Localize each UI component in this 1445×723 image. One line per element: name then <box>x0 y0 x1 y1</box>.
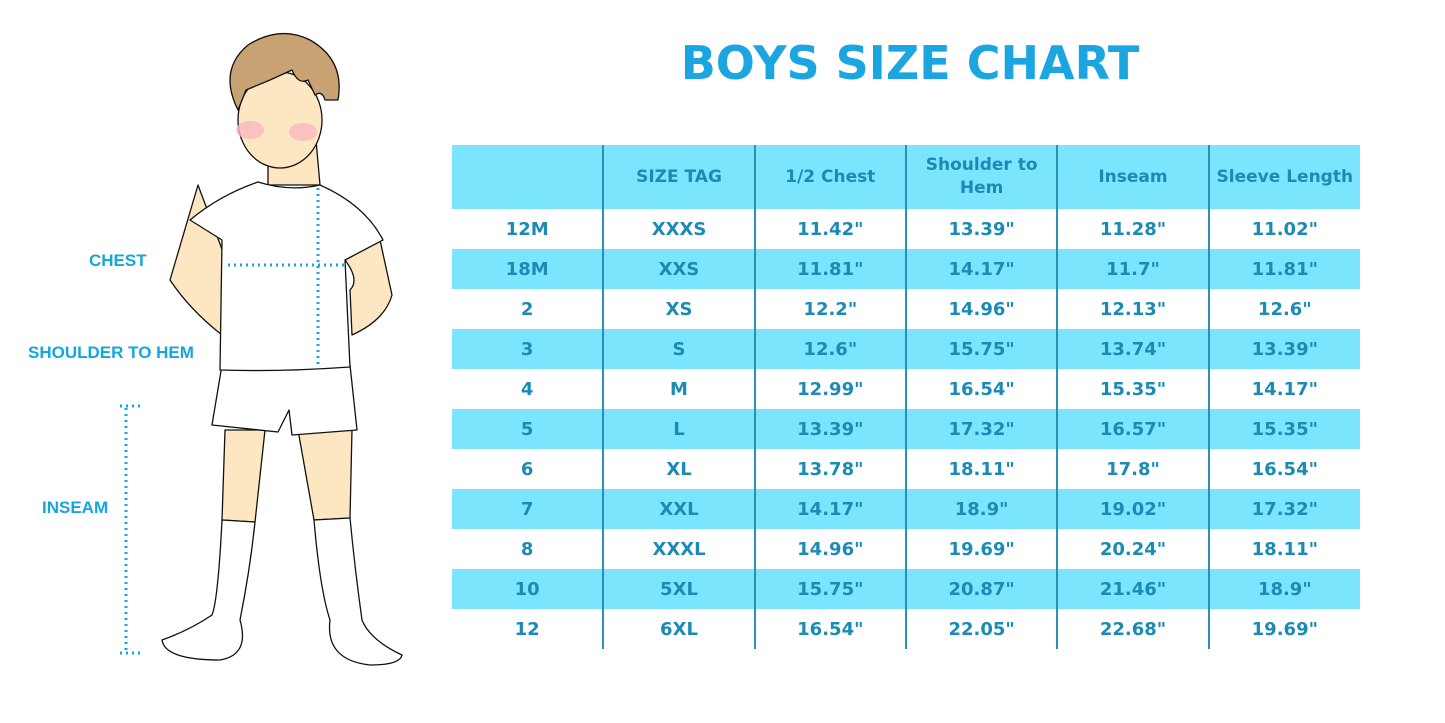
table-cell: 11.02" <box>1207 209 1360 249</box>
table-row: 3 S 12.6" 15.75" 13.74" 13.39" <box>452 329 1360 369</box>
table-cell: 11.42" <box>753 209 906 249</box>
table-cell: 15.35" <box>1056 369 1209 409</box>
table-cell: 11.81" <box>753 249 906 289</box>
table-cell: 12.99" <box>753 369 906 409</box>
table-cell: 16.54" <box>904 369 1058 409</box>
table-cell: 16.57" <box>1056 409 1209 449</box>
chest-label: CHEST <box>89 251 147 270</box>
table-cell: XXXS <box>602 209 755 249</box>
table-row: 18M XXS 11.81" 14.17" 11.7" 11.81" <box>452 249 1360 289</box>
column-header: Sleeve Length <box>1207 145 1360 209</box>
table-cell: XL <box>602 449 755 489</box>
table-cell: 20.87" <box>904 569 1058 609</box>
table-cell: 18M <box>452 249 604 289</box>
table-cell: 11.81" <box>1207 249 1360 289</box>
table-row: 7 XXL 14.17" 18.9" 19.02" 17.32" <box>452 489 1360 529</box>
table-cell: 14.96" <box>904 289 1058 329</box>
table-cell: 21.46" <box>1056 569 1209 609</box>
table-cell: 14.17" <box>753 489 906 529</box>
column-header: 1/2 Chest <box>753 145 906 209</box>
table-row: 10 5XL 15.75" 20.87" 21.46" 18.9" <box>452 569 1360 609</box>
column-header <box>452 145 604 209</box>
table-cell: 16.54" <box>753 609 906 649</box>
table-row: 2 XS 12.2" 14.96" 12.13" 12.6" <box>452 289 1360 329</box>
column-header: SIZE TAG <box>602 145 755 209</box>
table-cell: 14.17" <box>1207 369 1360 409</box>
size-chart-table: SIZE TAG 1/2 Chest Shoulder to Hem Inseam Sl… <box>452 145 1360 649</box>
table-row: 4 M 12.99" 16.54" 15.35" 14.17" <box>452 369 1360 409</box>
table-cell: 6XL <box>602 609 755 649</box>
table-cell: 8 <box>520 538 534 560</box>
table-row: 12 6XL 16.54" 22.05" 22.68" 19.69" <box>452 609 1360 649</box>
table-cell: 18.9" <box>1207 569 1360 609</box>
table-cell: 3 <box>452 329 604 369</box>
table-cell: 17.32" <box>904 409 1058 449</box>
header-row: SIZE TAG 1/2 Chest Shoulder to Hem Inseam Sl… <box>452 145 1360 209</box>
table-cell: 5XL <box>602 569 755 609</box>
table-cell: 7 <box>452 489 604 529</box>
table-cell: 18.11" <box>904 449 1058 489</box>
shoulder-to-hem-label: SHOULDER TO HEM <box>28 343 194 362</box>
table-cell: 13.39" <box>753 409 906 449</box>
table-cell: XXS <box>602 249 755 289</box>
table-cell: 2 <box>520 298 534 320</box>
page-title: BOYS SIZE CHART <box>680 36 1140 90</box>
table-row: 8 XXXL 14.96" 19.69" 20.24" 18.11" <box>452 529 1360 569</box>
table-cell: 6 <box>520 458 534 480</box>
table-cell: 10 <box>452 569 604 609</box>
table-cell: XXL <box>602 489 755 529</box>
table-cell: 13.39" <box>904 209 1058 249</box>
table-cell: 4 <box>520 378 534 400</box>
table-cell: XXXL <box>602 529 755 569</box>
table-cell: 19.69" <box>1207 609 1360 649</box>
table-cell: M <box>602 369 755 409</box>
table-cell: 14.17" <box>904 249 1058 289</box>
table-cell: 15.35" <box>1207 409 1360 449</box>
table-cell: 13.74" <box>1056 329 1209 369</box>
table-cell: 16.54" <box>1207 449 1360 489</box>
table-row: 6 XL 13.78" 18.11" 17.8" 16.54" <box>452 449 1360 489</box>
table-cell: 11.28" <box>1056 209 1209 249</box>
inseam-label: INSEAM <box>42 498 109 517</box>
column-header: Shoulder to Hem <box>904 145 1058 209</box>
table-cell: XS <box>602 289 755 329</box>
table-cell: L <box>602 409 755 449</box>
table-cell: 11.7" <box>1056 249 1209 289</box>
table-cell: 19.02" <box>1056 489 1209 529</box>
table-cell: 13.78" <box>753 449 906 489</box>
table-cell: 18.11" <box>1207 529 1360 569</box>
table-cell: 12M <box>505 218 549 240</box>
table-cell: 20.24" <box>1056 529 1209 569</box>
table-cell: 13.39" <box>1207 329 1360 369</box>
table-cell: 22.05" <box>904 609 1058 649</box>
table-cell: 15.75" <box>904 329 1058 369</box>
table-cell: 12.6" <box>1207 289 1360 329</box>
table-cell: 17.8" <box>1056 449 1209 489</box>
table-row: 12M XXXS 11.42" 13.39" 11.28" 11.02" <box>452 209 1360 249</box>
column-header: Inseam <box>1056 145 1209 209</box>
table-cell: 17.32" <box>1207 489 1360 529</box>
table-cell: 18.9" <box>904 489 1058 529</box>
table-cell: 14.96" <box>753 529 906 569</box>
table-cell: 19.69" <box>904 529 1058 569</box>
table-row: 5 L 13.39" 17.32" 16.57" 15.35" <box>452 409 1360 449</box>
table-cell: 12.6" <box>753 329 906 369</box>
table-cell: 12 <box>514 618 540 640</box>
boy-measurement-illustration <box>120 32 403 666</box>
table-cell: 15.75" <box>753 569 906 609</box>
table-cell: S <box>602 329 755 369</box>
table-cell: 12.13" <box>1056 289 1209 329</box>
table-cell: 5 <box>452 409 604 449</box>
table-cell: 22.68" <box>1056 609 1209 649</box>
table-cell: 12.2" <box>753 289 906 329</box>
